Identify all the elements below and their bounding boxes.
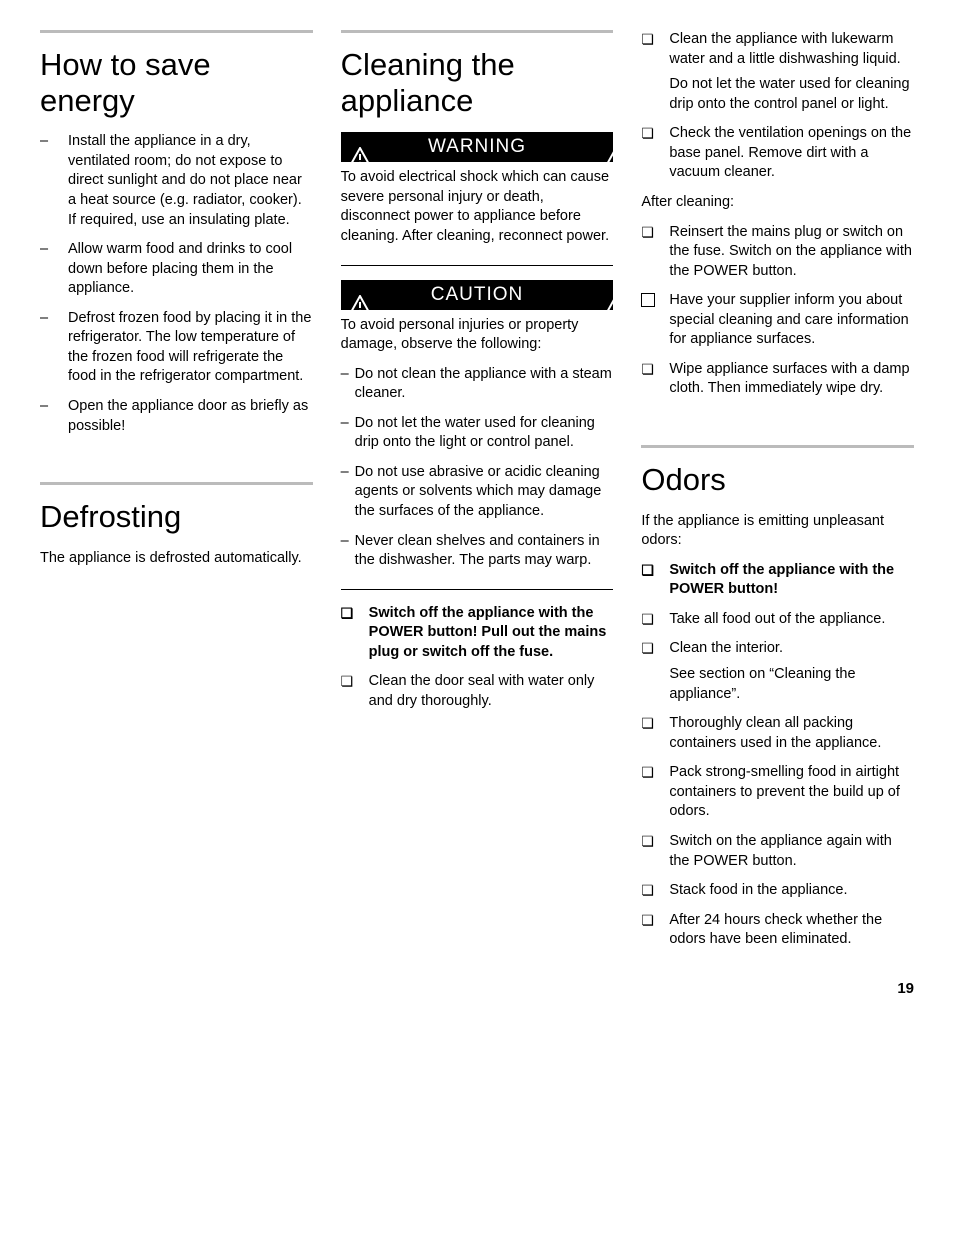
list-item: Switch off the appliance with the POWER … <box>641 561 914 600</box>
list-item: Clean the appliance with lukewarm water … <box>641 30 914 114</box>
list-item: Clean the door seal with water only and … <box>341 672 614 711</box>
list-item: Do not clean the appliance with a steam … <box>341 365 614 404</box>
save-energy-list: Install the appliance in a dry, ventilat… <box>40 132 313 436</box>
page-number: 19 <box>40 980 914 997</box>
section-rule <box>40 30 313 33</box>
list-item: Take all food out of the appliance. <box>641 610 914 630</box>
warning-body: To avoid electrical shock which can caus… <box>341 168 614 265</box>
section-rule <box>641 445 914 448</box>
column-1: How to save energy Install the appliance… <box>40 30 313 960</box>
after-cleaning-list: Reinsert the mains plug or switch on the… <box>641 223 914 400</box>
warning-text: To avoid electrical shock which can caus… <box>341 168 614 246</box>
heading-save-energy: How to save energy <box>40 47 313 118</box>
caution-list: Do not clean the appliance with a steam … <box>341 365 614 571</box>
defrosting-text: The appliance is defrosted automatically… <box>40 549 313 569</box>
heading-odors: Odors <box>641 462 914 498</box>
odors-intro: If the appliance is emitting unpleasant … <box>641 512 914 551</box>
item-text: Clean the interior. <box>669 640 783 656</box>
cleaning-steps: Switch off the appliance with the POWER … <box>341 604 614 712</box>
list-item: Switch off the appliance with the POWER … <box>341 604 614 663</box>
list-item: Defrost frozen food by placing it in the… <box>40 309 313 387</box>
after-cleaning-label: After cleaning: <box>641 193 914 213</box>
column-2: Cleaning the appliance WARNING To avoid … <box>341 30 614 960</box>
item-sub: See section on “Cleaning the appliance”. <box>669 665 914 704</box>
heading-cleaning: Cleaning the appliance <box>341 47 614 118</box>
list-item: Pack strong-smelling food in airtight co… <box>641 763 914 822</box>
warning-label: WARNING <box>428 136 526 158</box>
section-rule <box>40 482 313 485</box>
list-item: Stack food in the appliance. <box>641 881 914 901</box>
list-item: Wipe appliance surfaces with a damp clot… <box>641 360 914 399</box>
list-item: Install the appliance in a dry, ventilat… <box>40 132 313 230</box>
warning-bar: WARNING <box>341 132 614 162</box>
column-3: Clean the appliance with lukewarm water … <box>641 30 914 960</box>
list-item: After 24 hours check whether the odors h… <box>641 911 914 950</box>
list-item: Clean the interior. See section on “Clea… <box>641 639 914 704</box>
list-item: Reinsert the mains plug or switch on the… <box>641 223 914 282</box>
list-item: Check the ventilation openings on the ba… <box>641 124 914 183</box>
list-item: Thoroughly clean all packing containers … <box>641 714 914 753</box>
list-item: Switch on the appliance again with the P… <box>641 832 914 871</box>
list-item: Never clean shelves and containers in th… <box>341 532 614 571</box>
odors-list: Switch off the appliance with the POWER … <box>641 561 914 950</box>
list-item: Open the appliance door as briefly as po… <box>40 397 313 436</box>
list-item: Do not let the water used for cleaning d… <box>341 414 614 453</box>
caution-body: To avoid personal injuries or property d… <box>341 316 614 590</box>
cleaning-steps-cont: Clean the appliance with lukewarm water … <box>641 30 914 183</box>
caution-label: CAUTION <box>431 284 524 306</box>
item-text: Clean the appliance with lukewarm water … <box>669 31 900 67</box>
list-item: Have your supplier inform you about spec… <box>641 291 914 350</box>
list-item: Do not use abrasive or acidic cleaning a… <box>341 463 614 522</box>
section-rule <box>341 30 614 33</box>
item-sub: Do not let the water used for cleaning d… <box>669 75 914 114</box>
heading-defrosting: Defrosting <box>40 499 313 535</box>
caution-intro: To avoid personal injuries or property d… <box>341 316 614 355</box>
caution-bar: CAUTION <box>341 280 614 310</box>
list-item: Allow warm food and drinks to cool down … <box>40 240 313 299</box>
